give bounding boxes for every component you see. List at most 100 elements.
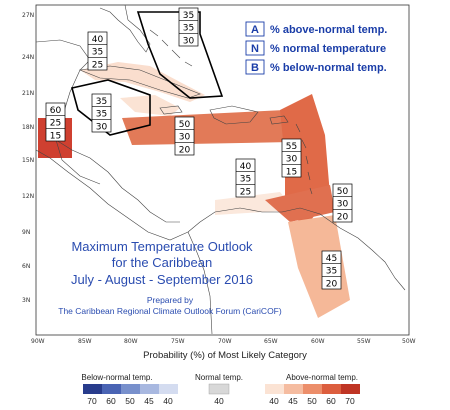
key-legend: A % above-normal temp. N % normal temper… <box>245 21 387 75</box>
lat-label: 6N <box>22 263 30 270</box>
lon-label: 55W <box>357 338 371 345</box>
prob-box-belize: 60 25 15 <box>45 102 66 142</box>
lat-label: 27N <box>22 12 34 19</box>
prob-box-abc-islands: 40 35 25 <box>235 158 256 198</box>
key-letter-above: A <box>251 24 259 36</box>
lon-label: 85W <box>78 338 92 345</box>
key-box-normal <box>245 40 265 56</box>
key-letter-below: B <box>251 62 259 74</box>
prob-box-frame <box>332 183 353 223</box>
key-box-below <box>245 59 265 75</box>
colorbar-normal-swatch <box>208 383 230 395</box>
colorbar-swatch <box>102 384 121 394</box>
key-letter-normal: N <box>251 43 259 55</box>
lat-label: 12N <box>22 193 34 200</box>
lat-labels: 27N 24N 21N 18N 15N 12N 9N 6N 3N <box>22 12 34 304</box>
prob-box-cayman-jamaica: 35 35 30 <box>91 93 112 133</box>
lon-label: 65W <box>264 338 278 345</box>
colorbar-title: Probability (%) of Most Likely Category <box>143 350 307 361</box>
prob-above: 40 <box>92 35 104 45</box>
prob-above: 45 <box>326 254 337 264</box>
outline-cayman-jamaica <box>71 79 151 136</box>
colorbar-swatch <box>140 384 159 394</box>
prob-normal: 30 <box>337 200 349 210</box>
prob-below: 20 <box>337 212 349 222</box>
prob-below: 25 <box>92 60 103 70</box>
prob-normal: 35 <box>92 48 103 58</box>
colorbar-normal-label: Normal temp. <box>195 373 243 382</box>
colorbar-swatch <box>322 384 341 394</box>
lat-label: 24N <box>22 54 34 61</box>
lat-label: 21N <box>22 90 34 97</box>
colorbar-below-label: Below-normal temp. <box>81 373 152 382</box>
colorbar-tick: 60 <box>326 396 336 406</box>
colorbar-tick: 45 <box>144 396 154 406</box>
prob-box-lesser-antilles: 55 30 15 <box>281 138 302 178</box>
probability-boxes: 35 35 30 40 35 25 35 35 30 60 25 15 <box>45 7 353 290</box>
prob-box-frame <box>45 102 66 142</box>
prob-above: 55 <box>286 142 297 152</box>
prob-normal: 35 <box>96 110 107 120</box>
key-text-above: % above-normal temp. <box>270 24 387 36</box>
colorbar-swatch <box>265 384 284 394</box>
colorbar-tick: 70 <box>87 396 97 406</box>
prob-normal: 25 <box>50 119 61 129</box>
prob-above: 50 <box>337 187 349 197</box>
map-title-block: Maximum Temperature Outlook for the Cari… <box>58 239 282 316</box>
zone-trinidad <box>265 185 335 222</box>
colorbar-above-label: Above-normal temp. <box>286 373 358 382</box>
prob-above: 60 <box>50 106 62 116</box>
outline-regions <box>71 11 224 136</box>
zone-cuba <box>80 62 205 102</box>
prob-box-cuba: 40 35 25 <box>87 31 108 71</box>
prob-box-frame <box>178 7 199 47</box>
prob-box-trinidad-tobago: 50 30 20 <box>332 183 353 223</box>
prob-above: 40 <box>240 162 252 172</box>
key-box-above <box>245 21 265 37</box>
prob-box-guianas: 45 35 20 <box>321 250 342 290</box>
colorbar: Probability (%) of Most Likely Category … <box>81 350 360 406</box>
colorbar-tick: 40 <box>269 396 279 406</box>
colorbar-tick: 60 <box>106 396 116 406</box>
prob-box-frame <box>321 250 342 290</box>
colorbar-swatch <box>121 384 140 394</box>
prob-normal: 30 <box>286 155 298 165</box>
lon-label: 90W <box>31 338 45 345</box>
lat-label: 3N <box>22 297 30 304</box>
prob-normal: 35 <box>240 175 251 185</box>
zone-central-band <box>122 110 292 145</box>
coastlines <box>35 4 406 335</box>
prob-below: 20 <box>179 145 191 155</box>
prob-box-frame <box>91 93 112 133</box>
map-subtitle: for the Caribbean <box>112 255 212 270</box>
colorbar-swatch <box>303 384 322 394</box>
prob-below: 25 <box>240 187 251 197</box>
map-title: Maximum Temperature Outlook <box>71 239 253 254</box>
lon-label: 50W <box>402 338 416 345</box>
colorbar-tick: 45 <box>288 396 298 406</box>
lon-label: 60W <box>311 338 325 345</box>
shaded-zones <box>38 62 350 318</box>
prob-above: 50 <box>179 120 191 130</box>
prob-box-bahamas: 35 35 30 <box>178 7 199 47</box>
colorbar-tick: 40 <box>214 396 224 406</box>
colorbar-above-swatches <box>265 384 360 394</box>
colorbar-tick: 40 <box>163 396 173 406</box>
colorbar-swatch <box>284 384 303 394</box>
colorbar-below-swatches <box>83 384 178 394</box>
lat-label: 9N <box>22 229 30 236</box>
colorbar-tick: 50 <box>125 396 135 406</box>
prob-normal: 35 <box>183 24 194 34</box>
key-text-below: % below-normal temp. <box>270 62 387 74</box>
prob-below: 30 <box>96 122 108 132</box>
lat-label: 18N <box>22 124 34 131</box>
colorbar-swatch <box>159 384 178 394</box>
colorbar-swatch <box>83 384 102 394</box>
zone-guianas <box>288 215 350 318</box>
prob-normal: 30 <box>179 133 191 143</box>
prob-below: 15 <box>286 167 297 177</box>
key-text-normal: % normal temperature <box>270 43 386 55</box>
prob-below: 20 <box>326 279 338 289</box>
prepared-by: Prepared by <box>147 295 194 305</box>
